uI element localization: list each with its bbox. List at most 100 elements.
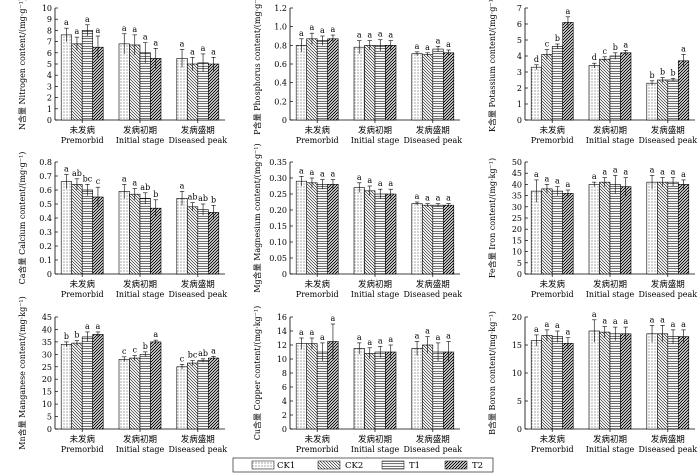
y-tick-label: 45 — [512, 169, 522, 178]
bar-ck2 — [364, 45, 376, 121]
significance-label: a — [310, 168, 315, 177]
significance-label: b — [74, 331, 79, 340]
bar-t2 — [385, 351, 397, 430]
bar-ck2 — [71, 43, 83, 121]
bar-ck2 — [71, 184, 83, 275]
y-tick-label: 1.2 — [274, 4, 287, 13]
bar-ck1 — [530, 190, 543, 275]
y-tick-label: 20 — [42, 375, 52, 384]
bar-t2 — [150, 341, 162, 430]
y-tick-label: 5 — [517, 259, 522, 268]
significance-label: b — [555, 34, 560, 43]
bar-t1 — [609, 184, 621, 275]
x-tick-label-cn: 发病盛期 — [651, 279, 685, 290]
panel-cu: 0 2 4 6 8 10 12 14 16 Cu含量 Copper content/(mg·kg⁻… — [252, 306, 462, 454]
y-tick-label: 25 — [42, 363, 52, 372]
significance-label: a — [566, 328, 571, 337]
bar-t1 — [81, 30, 93, 121]
significance-label: ab — [72, 169, 82, 178]
significance-label: a — [180, 181, 185, 190]
bar-ck2 — [421, 204, 434, 275]
significance-label: c — [133, 346, 138, 355]
x-tick-label-en: Initial stage — [116, 290, 165, 299]
y-tick-label: 3 — [517, 68, 522, 77]
y-tick-label: 5 — [47, 60, 52, 69]
y-axis-label: N含量 Nitrogen content/(mg·g⁻¹) — [17, 0, 27, 130]
x-tick-label-cn: 发病初期 — [358, 434, 392, 445]
x-tick-label-cn: 发病盛期 — [651, 125, 685, 136]
bar-t1 — [374, 193, 386, 275]
y-tick-label: 0 — [517, 425, 522, 434]
y-tick-label: 30 — [42, 350, 52, 359]
y-tick-label: 2 — [47, 94, 52, 103]
significance-label: a — [153, 330, 158, 339]
y-axis-label: Cu含量 Copper content/(mg·kg⁻¹) — [252, 306, 262, 440]
y-tick-label: 10 — [512, 248, 522, 257]
significance-label: a — [436, 36, 441, 45]
bar-ck1 — [176, 198, 188, 275]
significance-label: a — [122, 24, 127, 33]
panel-mg: 0 0.05 0.10 0.15 0.20 0.25 0.30 0.35 Mg含量 Magnes… — [252, 143, 462, 299]
significance-label: a — [122, 174, 127, 183]
x-tick-label-en: Premorbid — [531, 445, 574, 454]
bar-ck1 — [295, 343, 308, 430]
y-tick-label: 0.6 — [39, 186, 52, 195]
y-tick-label: 5 — [517, 397, 522, 406]
bar-ck1 — [530, 66, 543, 121]
bar-t2 — [92, 196, 104, 275]
significance-label: a — [425, 327, 430, 336]
bar-t1 — [432, 204, 444, 275]
x-tick-label-cn: 发病初期 — [593, 125, 627, 136]
bar-ck1 — [176, 366, 188, 430]
x-tick-label-en: Diseased peak — [404, 136, 463, 145]
significance-label: ab — [198, 194, 208, 203]
y-axis-label: Ca含量 Calcium content/(mg·g⁻¹) — [17, 152, 27, 285]
bar-ck1 — [646, 333, 658, 430]
bar-ck1 — [295, 45, 308, 121]
significance-label: a — [613, 165, 618, 174]
significance-label: b — [211, 195, 216, 204]
y-tick-label: 0 — [282, 425, 287, 434]
bar-t2 — [677, 336, 690, 430]
y-tick-label: 3 — [47, 82, 52, 91]
y-tick-label: 0.05 — [269, 254, 287, 263]
bar-t1 — [432, 351, 444, 430]
significance-label: a — [534, 170, 539, 179]
y-tick-label: 14 — [277, 327, 287, 336]
y-tick-label: 9 — [47, 15, 52, 24]
significance-label: a — [132, 179, 137, 188]
bar-t1 — [197, 360, 209, 430]
significance-label: a — [190, 47, 195, 56]
y-tick-label: 0.8 — [39, 158, 52, 167]
y-tick-label: 7 — [517, 4, 522, 13]
x-tick-label-en: Premorbid — [531, 290, 574, 299]
significance-label: c — [122, 347, 127, 356]
legend-label-t2: T2 — [472, 461, 483, 471]
significance-label: a — [545, 174, 550, 183]
significance-label: a — [378, 30, 383, 39]
significance-label: a — [623, 40, 628, 49]
x-tick-label-cn: 发病盛期 — [181, 125, 215, 136]
bar-t2 — [385, 45, 397, 121]
x-tick-label-cn: 未发病 — [69, 434, 95, 445]
legend-label-ck2: CK2 — [345, 461, 363, 471]
y-tick-label: 12 — [277, 341, 287, 350]
bar-t2 — [92, 334, 104, 430]
bar-t2 — [208, 212, 220, 275]
significance-label: a — [534, 325, 539, 334]
x-tick-label-en: Diseased peak — [169, 136, 228, 145]
bar-t2 — [385, 193, 397, 275]
significance-label: a — [64, 18, 69, 27]
bar-ck1 — [118, 43, 130, 121]
y-tick-label: 10 — [42, 4, 52, 13]
x-tick-label-en: Initial stage — [586, 136, 635, 145]
bar-t2 — [327, 184, 339, 275]
significance-label: b — [660, 68, 665, 77]
bar-t1 — [551, 190, 564, 275]
significance-label: c — [96, 177, 101, 186]
significance-label: a — [446, 194, 451, 203]
bar-ck1 — [60, 34, 73, 121]
bar-t1 — [551, 46, 564, 121]
significance-label: ab — [188, 193, 198, 202]
